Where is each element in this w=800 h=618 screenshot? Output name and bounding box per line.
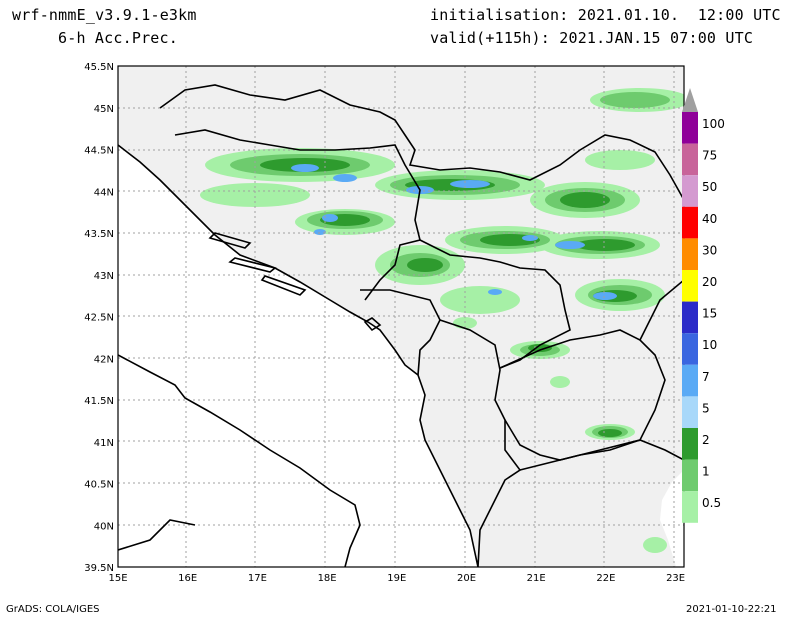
legend-swatch — [682, 491, 698, 523]
legend-label: 0.5 — [702, 496, 721, 510]
macedonia-border — [499, 329, 666, 461]
longitude-tick-label: 20E — [457, 573, 476, 584]
montenegro-border — [360, 289, 441, 376]
montenegro-bay — [363, 317, 382, 332]
legend-label: 75 — [702, 149, 717, 163]
gridlines — [118, 66, 684, 567]
grads-credit: GrADS: COLA/IGES — [6, 604, 100, 615]
longitude-tick-label: 22E — [596, 573, 615, 584]
latitude-tick-label: 40N — [94, 521, 114, 532]
longitude-axis: 15E 16E 17E 18E 19E 20E 21E 22E 23E — [108, 573, 685, 584]
latitude-tick-label: 43.5N — [84, 229, 114, 240]
latitude-tick-label: 45N — [94, 104, 114, 115]
latitude-tick-label: 41.5N — [84, 396, 114, 407]
legend-swatch — [682, 428, 698, 460]
albania-border — [439, 319, 522, 567]
legend-swatch — [682, 301, 698, 334]
model-name: wrf-nmmE_v3.9.1-e3km — [12, 6, 197, 24]
legend-swatch — [682, 175, 698, 207]
legend-swatch — [682, 459, 698, 492]
initialisation-time: initialisation: 2021.01.10. 12:00 UTC — [430, 6, 781, 24]
latitude-tick-label: 44N — [94, 187, 114, 198]
longitude-tick-label: 17E — [248, 573, 267, 584]
longitude-tick-label: 15E — [108, 573, 127, 584]
precip-band-dark — [260, 158, 637, 437]
longitude-tick-label: 16E — [178, 573, 197, 584]
legend-label: 40 — [702, 212, 717, 226]
serbia-kosovo-border — [419, 239, 571, 369]
legend-swatch — [682, 270, 698, 302]
latitude-tick-label: 45.5N — [84, 62, 114, 73]
legend-overflow-arrow — [682, 88, 698, 112]
legend-swatch — [682, 206, 698, 239]
legend-label: 2 — [702, 433, 710, 447]
latitude-tick-label: 42N — [94, 354, 114, 365]
coastlines-borders — [118, 84, 684, 567]
latitude-tick-label: 40.5N — [84, 480, 114, 491]
field-name: 6-h Acc.Prec. — [58, 29, 178, 47]
latitude-tick-label: 39.5N — [84, 563, 114, 574]
italy-coast — [118, 354, 361, 567]
legend-label: 1 — [702, 465, 710, 479]
latitude-tick-label: 44.5N — [84, 146, 114, 157]
legend-label: 50 — [702, 180, 717, 194]
valid-time: valid(+115h): 2021.JAN.15 07:00 UTC — [430, 29, 754, 47]
longitude-tick-label: 18E — [318, 573, 337, 584]
legend-swatch — [682, 238, 698, 270]
legend-label: 7 — [702, 370, 710, 384]
legend-swatch — [682, 396, 698, 428]
render-timestamp: 2021-01-10-22:21 — [686, 604, 777, 615]
latitude-tick-label: 43N — [94, 271, 114, 282]
legend-label: 5 — [702, 401, 710, 415]
italy-heel — [118, 519, 196, 551]
legend-label: 15 — [702, 307, 717, 321]
adriatic-coast — [118, 144, 479, 567]
bulgaria-border — [639, 279, 684, 341]
legend-label: 10 — [702, 338, 717, 352]
longitude-tick-label: 23E — [666, 573, 685, 584]
latitude-axis: 45.5N 45N 44.5N 44N 43.5N 43N 42.5N 42N 41.5N 41N… — [84, 62, 114, 574]
latitude-tick-label: 41N — [94, 438, 114, 449]
aegean-sea — [660, 470, 684, 567]
adriatic-sea — [118, 145, 478, 567]
longitude-tick-label: 21E — [527, 573, 546, 584]
legend-swatch — [682, 364, 698, 397]
legend-label: 100 — [702, 117, 725, 131]
latitude-tick-label: 42.5N — [84, 313, 114, 324]
longitude-tick-label: 19E — [387, 573, 406, 584]
legend-label: 30 — [702, 243, 717, 257]
legend-swatch — [682, 112, 698, 144]
precip-band-blue — [291, 164, 617, 300]
northern-border — [159, 84, 684, 201]
legend-label: 20 — [702, 275, 717, 289]
croatia-islands — [208, 232, 307, 296]
bosnia-border — [174, 129, 421, 301]
legend-swatch — [682, 143, 698, 176]
greece-border — [519, 439, 684, 471]
legend-swatch — [682, 333, 698, 365]
